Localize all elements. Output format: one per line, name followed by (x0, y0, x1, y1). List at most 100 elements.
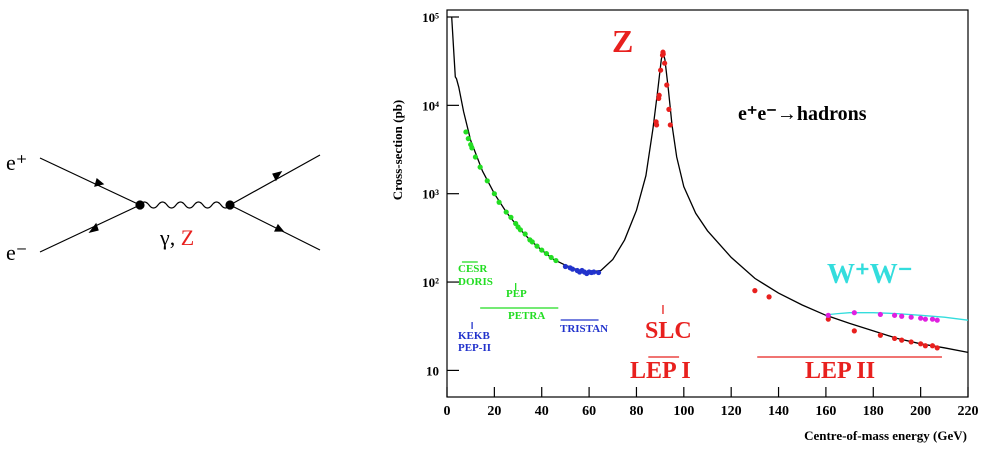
data-point (534, 243, 540, 249)
annotation: PEP-II (458, 342, 491, 354)
arrow (272, 171, 283, 182)
data-point (908, 314, 914, 320)
data-point (929, 343, 936, 349)
annotation: PETRA (508, 310, 545, 322)
data-point (891, 312, 898, 318)
data-point (656, 92, 662, 98)
mediator: γ, (159, 225, 181, 250)
data-point (752, 288, 758, 294)
annotation: LEP I (630, 358, 691, 384)
data-point (825, 316, 831, 322)
annotation: LEP II (805, 358, 875, 384)
data-point (653, 122, 660, 128)
data-point (595, 269, 602, 276)
annotation: SLC (645, 318, 692, 344)
data-point (503, 209, 509, 215)
x-tick-label: 80 (629, 404, 643, 419)
data-point (496, 199, 502, 205)
fermion-line (229, 154, 321, 206)
data-point (918, 341, 924, 347)
y-tick-label: 10⁵ (422, 10, 439, 25)
data-point (899, 337, 905, 343)
data-point (664, 82, 670, 88)
data-point (484, 178, 490, 184)
x-tick-label: 220 (958, 404, 979, 419)
data-point (465, 136, 471, 142)
data-point (934, 317, 940, 323)
data-point (877, 311, 883, 318)
data-point (491, 191, 497, 197)
data-point (918, 315, 924, 321)
data-point (472, 154, 479, 160)
data-point (922, 343, 928, 349)
plot-frame (446, 9, 969, 398)
fermion-line (229, 204, 321, 251)
x-tick-label: 140 (768, 404, 789, 419)
y-tick-label: 10 (426, 363, 439, 378)
curve (825, 312, 969, 321)
arrow (88, 222, 99, 233)
x-tick-label: 100 (673, 404, 694, 419)
x-tick-label: 120 (721, 404, 742, 419)
data-point (851, 328, 857, 334)
mediator-z: Z (181, 225, 194, 250)
x-tick-label: 180 (863, 404, 884, 419)
annotation: KEKB (458, 330, 490, 342)
data-point (548, 254, 554, 261)
annotation: W⁺W⁻ (827, 259, 913, 290)
annotation: e⁺e⁻→hadrons (738, 103, 867, 125)
data-point (934, 345, 940, 351)
data-point (562, 263, 569, 270)
data-point (851, 310, 857, 316)
annotation: Z (612, 23, 633, 59)
data-point (463, 129, 469, 135)
data-point (529, 239, 535, 245)
data-point (658, 67, 664, 73)
data-point (539, 247, 545, 253)
data-point (899, 313, 905, 319)
data-point (667, 122, 673, 128)
data-point (591, 269, 597, 275)
annotation: PEP (506, 288, 527, 300)
data-point (666, 106, 672, 112)
x-tick-label: 200 (910, 404, 931, 419)
y-tick-label: 10² (422, 275, 439, 290)
annotation: TRISTAN (560, 323, 608, 335)
vertex (135, 200, 145, 210)
data-point (662, 60, 668, 66)
data-point (517, 227, 524, 233)
data-point (877, 332, 883, 338)
data-point (522, 231, 528, 237)
data-point (908, 339, 914, 345)
y-tick-label: 10⁴ (422, 98, 439, 113)
data-point (922, 316, 928, 322)
data-point (508, 214, 514, 220)
y-axis-label: Cross-section (pb) (390, 100, 405, 201)
particle-label: e⁻ (6, 240, 27, 265)
data-point (569, 266, 576, 272)
x-tick-label: 160 (815, 404, 836, 419)
photon-line (139, 201, 231, 209)
data-point (469, 145, 475, 151)
y-tick-label: 10³ (422, 187, 439, 202)
arrow (94, 177, 105, 187)
x-tick-label: 40 (535, 404, 549, 419)
data-point (660, 51, 666, 57)
x-tick-label: 20 (487, 404, 501, 419)
vertex (225, 200, 235, 210)
curve (451, 16, 969, 354)
data-point (929, 316, 936, 322)
arrow (274, 223, 285, 232)
particle-label: e⁺ (6, 150, 27, 175)
x-tick-label: 60 (582, 404, 596, 419)
data-point (825, 312, 831, 318)
feynman-diagram (39, 154, 321, 253)
data-point (543, 250, 550, 257)
data-point (891, 335, 898, 342)
annotation: DORIS (458, 276, 493, 288)
mediator-label: γ, Z (159, 225, 194, 250)
plot: Cross-section (pb) Centre-of-mass energy… (390, 9, 979, 443)
data-point (553, 257, 559, 264)
data-point (766, 294, 772, 300)
